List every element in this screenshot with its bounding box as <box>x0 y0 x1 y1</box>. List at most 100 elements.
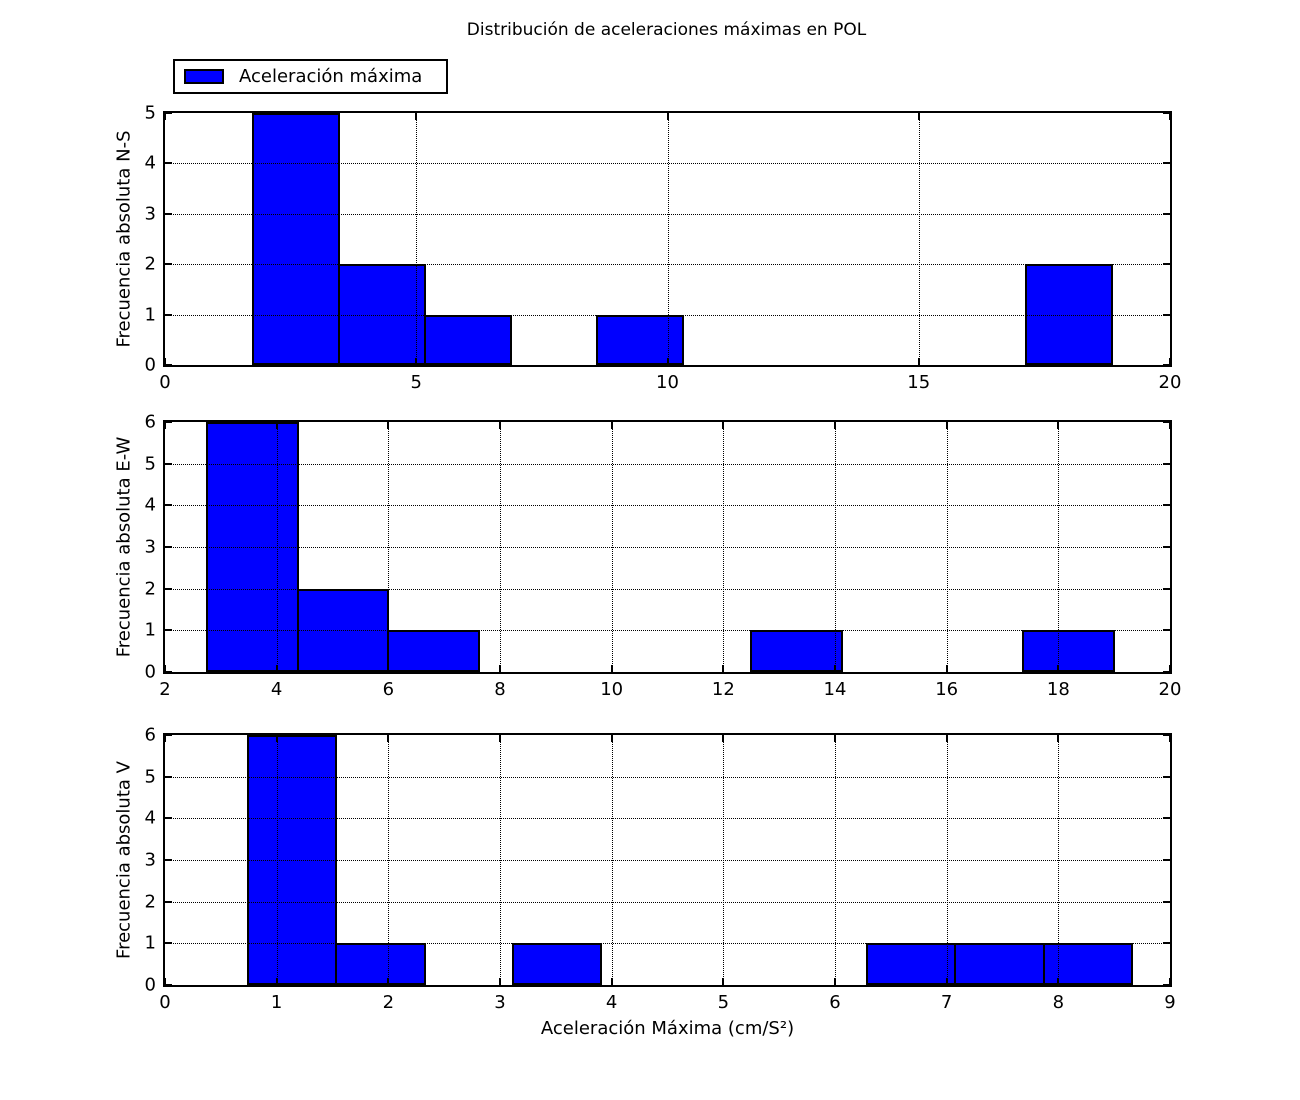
x-tick-top <box>275 422 278 429</box>
y-tick-label: 5 <box>144 453 156 475</box>
x-tick-label: 20 <box>1158 372 1182 393</box>
y-tick-label: 2 <box>144 578 156 600</box>
x-tick-top <box>387 735 390 742</box>
y-gridline <box>165 818 1170 820</box>
x-tick-bottom <box>945 665 948 672</box>
x-tick-label: 0 <box>159 372 171 393</box>
y-gridline <box>165 547 1170 548</box>
y-tick-label: 4 <box>144 152 156 174</box>
x-tick-label: 8 <box>1052 992 1065 1013</box>
x-tick-top <box>164 113 166 120</box>
y-tick-label: 3 <box>144 849 156 871</box>
y-tick-left <box>165 859 172 861</box>
y-tick-label: 4 <box>144 807 156 829</box>
x-tick-top <box>1169 735 1171 742</box>
y-tick-left <box>165 671 172 673</box>
x-tick-bottom <box>610 665 613 672</box>
histogram-bar <box>954 943 1045 985</box>
x-tick-bottom <box>499 978 501 985</box>
xlabel: Aceleración Máxima (cm/S²) <box>540 1018 795 1039</box>
y-tick-label: 1 <box>144 304 156 326</box>
x-tick-label: 15 <box>907 372 931 393</box>
y-tick-right <box>1163 263 1170 266</box>
y-tick-right <box>1163 984 1170 986</box>
x-tick-bottom <box>945 978 948 985</box>
legend: Aceleración máxima <box>173 59 448 94</box>
y-tick-right <box>1163 546 1170 548</box>
y-tick-left <box>165 504 172 507</box>
y-tick-left <box>165 313 172 316</box>
x-gridline <box>918 113 920 365</box>
y-tick-right <box>1163 313 1170 316</box>
y-tick-label: 3 <box>144 536 156 558</box>
legend-swatch <box>184 69 224 84</box>
y-gridline <box>165 505 1170 507</box>
y-tick-label: 0 <box>144 354 156 376</box>
y-tick-left <box>165 629 172 632</box>
y-tick-label: 5 <box>144 102 156 124</box>
y-tick-label: 1 <box>144 932 156 954</box>
y-tick-right <box>1163 112 1170 114</box>
x-tick-top <box>415 113 418 120</box>
x-tick-bottom <box>666 358 669 365</box>
y-gridline <box>165 264 1170 266</box>
x-tick-label: 1 <box>270 992 283 1013</box>
x-tick-bottom <box>164 358 166 365</box>
x-tick-top <box>499 422 501 429</box>
y-tick-label: 4 <box>144 494 156 516</box>
y-tick-right <box>1163 504 1170 507</box>
x-tick-bottom <box>1169 978 1171 985</box>
y-tick-left <box>165 263 172 266</box>
legend-label: Aceleración máxima <box>239 66 423 87</box>
y-gridline <box>165 163 1170 165</box>
histogram-bar <box>865 943 957 985</box>
x-tick-bottom <box>722 978 725 985</box>
x-tick-top <box>164 735 166 742</box>
x-tick-top <box>1169 113 1171 120</box>
x-tick-top <box>610 422 613 429</box>
histogram-bar <box>750 630 843 672</box>
y-gridline <box>165 314 1170 316</box>
y-tick-right <box>1163 212 1170 215</box>
x-tick-label: 6 <box>829 992 841 1013</box>
x-tick-bottom <box>275 665 278 672</box>
chart-title: Distribución de aceleraciones máximas en… <box>466 20 867 40</box>
y-tick-right <box>1163 629 1170 632</box>
x-tick-label: 2 <box>159 679 171 700</box>
x-tick-bottom <box>1057 665 1060 672</box>
x-tick-top <box>164 422 166 429</box>
ylabel-ns: Frecuencia absoluta N-S <box>113 130 135 348</box>
x-tick-label: 0 <box>159 992 171 1013</box>
x-tick-label: 4 <box>270 679 283 700</box>
y-tick-right <box>1163 587 1170 590</box>
x-tick-bottom <box>415 358 418 365</box>
x-tick-label: 8 <box>494 679 506 700</box>
ylabel-ew: Frecuencia absoluta E-W <box>113 436 135 658</box>
y-tick-left <box>165 546 172 548</box>
x-tick-top <box>499 735 501 742</box>
y-tick-right <box>1163 421 1170 423</box>
y-tick-label: 5 <box>144 766 156 788</box>
x-tick-top <box>1057 735 1060 742</box>
x-tick-label: 9 <box>1164 992 1176 1013</box>
y-tick-label: 6 <box>144 411 156 433</box>
x-tick-bottom <box>917 358 920 365</box>
y-tick-right <box>1163 775 1170 778</box>
x-tick-top <box>834 735 836 742</box>
y-tick-left <box>165 587 172 590</box>
y-tick-left <box>165 900 172 903</box>
plot-v: Frecuencia absoluta V Aceleración Máxima… <box>114 725 1176 1040</box>
x-tick-bottom <box>164 978 166 985</box>
y-tick-left <box>165 942 172 945</box>
x-tick-bottom <box>164 665 166 672</box>
y-tick-right <box>1163 462 1170 465</box>
x-tick-bottom <box>387 978 390 985</box>
y-tick-left <box>165 462 172 465</box>
x-tick-bottom <box>834 665 836 672</box>
y-tick-label: 1 <box>144 619 156 641</box>
y-gridline <box>165 943 1170 945</box>
x-gridline <box>667 113 669 365</box>
y-tick-label: 2 <box>144 253 156 275</box>
x-tick-label: 12 <box>711 679 735 700</box>
